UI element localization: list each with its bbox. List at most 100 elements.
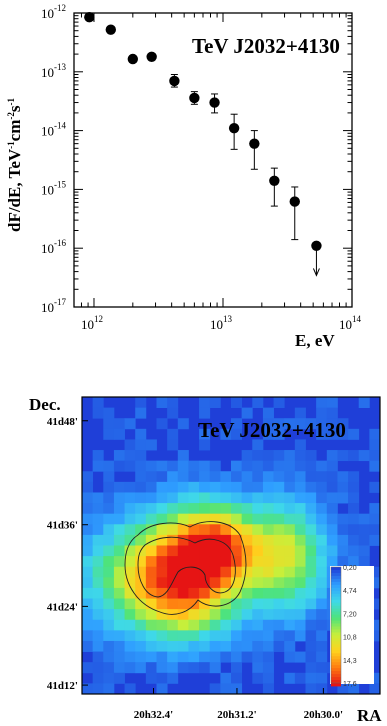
spectrum-point bbox=[127, 53, 139, 65]
skymap-cell bbox=[82, 566, 94, 578]
skymap-cell bbox=[252, 460, 264, 472]
skymap-cell bbox=[145, 471, 157, 483]
colorbar-segment bbox=[331, 614, 341, 618]
skymap-ylabel: Dec. bbox=[29, 395, 61, 414]
skymap-cell bbox=[305, 619, 317, 631]
skymap-cell bbox=[177, 651, 189, 663]
skymap-cell bbox=[124, 630, 136, 642]
skymap-cell bbox=[209, 460, 221, 472]
skymap-cell bbox=[294, 534, 306, 546]
skymap-cell bbox=[199, 503, 211, 515]
skymap-cell bbox=[316, 598, 328, 610]
colorbar-segment bbox=[331, 683, 341, 687]
skymap-cell bbox=[273, 587, 285, 599]
spectrum-point bbox=[311, 240, 322, 251]
skymap-cell bbox=[199, 492, 211, 504]
skymap-cell bbox=[284, 534, 296, 546]
skymap-cell bbox=[231, 460, 243, 472]
skymap-cell bbox=[167, 524, 179, 536]
skymap-cell bbox=[273, 556, 285, 568]
skymap-cell bbox=[294, 619, 306, 631]
skymap-cell bbox=[82, 587, 94, 599]
skymap-cell bbox=[156, 534, 168, 546]
skymap-cell bbox=[199, 640, 211, 652]
skymap-cell bbox=[167, 460, 179, 472]
skymap-cell bbox=[369, 439, 381, 451]
skymap-cell bbox=[82, 640, 94, 652]
skymap-cell bbox=[284, 587, 296, 599]
skymap-cell bbox=[82, 503, 94, 515]
skymap-cell bbox=[167, 640, 179, 652]
skymap-cell bbox=[188, 619, 200, 631]
skymap-cell bbox=[156, 492, 168, 504]
spectrum-point bbox=[228, 122, 240, 134]
skymap-cell bbox=[82, 545, 94, 557]
skymap-cell bbox=[284, 513, 296, 525]
skymap-cell bbox=[220, 428, 232, 440]
skymap-cell bbox=[92, 619, 104, 631]
skymap-cell bbox=[252, 630, 264, 642]
skymap-xlabel: RA bbox=[357, 706, 382, 725]
skymap-cell bbox=[199, 556, 211, 568]
skymap-cell bbox=[305, 662, 317, 674]
skymap-cell bbox=[124, 683, 136, 695]
skymap-cell bbox=[156, 503, 168, 515]
skymap-cell bbox=[369, 619, 381, 631]
skymap-cell bbox=[316, 619, 328, 631]
skymap-cell bbox=[156, 630, 168, 642]
skymap-cell bbox=[113, 450, 125, 462]
skymap-cell bbox=[273, 524, 285, 536]
skymap-cell bbox=[167, 481, 179, 493]
skymap-cell bbox=[103, 503, 115, 515]
skymap-cell bbox=[167, 630, 179, 642]
spectrum-point bbox=[105, 24, 116, 35]
skymap-cell bbox=[284, 524, 296, 536]
skymap-cell bbox=[199, 534, 211, 546]
colorbar-segment bbox=[331, 635, 341, 639]
colorbar-segment bbox=[331, 572, 341, 577]
skymap-cell bbox=[188, 556, 200, 568]
skymap-cell bbox=[294, 471, 306, 483]
skymap-cell bbox=[188, 566, 200, 578]
skymap-cell bbox=[103, 492, 115, 504]
skymap-cell bbox=[231, 524, 243, 536]
skymap-cell bbox=[167, 545, 179, 557]
skymap-cell bbox=[305, 524, 317, 536]
skymap-cell bbox=[124, 503, 136, 515]
skymap-cell bbox=[124, 598, 136, 610]
spectrum-ylabel-group: dF/dE, TeV-1cm-2s-1 bbox=[5, 98, 24, 232]
skymap-cell bbox=[92, 460, 104, 472]
skymap-cell bbox=[113, 619, 125, 631]
skymap-cell bbox=[199, 428, 211, 440]
skymap-cell bbox=[273, 619, 285, 631]
skymap-cell bbox=[294, 513, 306, 525]
skymap-cell bbox=[103, 609, 115, 621]
skymap-cell bbox=[262, 640, 274, 652]
skymap-cell bbox=[316, 503, 328, 515]
skymap-cell bbox=[177, 534, 189, 546]
skymap-cell bbox=[188, 492, 200, 504]
skymap-cell bbox=[231, 503, 243, 515]
skymap-cell bbox=[348, 481, 360, 493]
skymap-cell bbox=[199, 651, 211, 663]
skymap-cell bbox=[124, 566, 136, 578]
skymap-cell bbox=[337, 556, 349, 568]
skymap-cell bbox=[369, 566, 381, 578]
skymap-cell bbox=[124, 662, 136, 674]
skymap-cell bbox=[188, 662, 200, 674]
skymap-cell bbox=[124, 640, 136, 652]
skymap-cell bbox=[113, 460, 125, 472]
skymap-cell bbox=[113, 524, 125, 536]
skymap-cell bbox=[209, 598, 221, 610]
skymap-cell bbox=[135, 481, 147, 493]
skymap-cell bbox=[316, 513, 328, 525]
colorbar-segment bbox=[331, 629, 341, 633]
skymap-cell bbox=[167, 428, 179, 440]
skymap-cell bbox=[262, 609, 274, 621]
skymap-cell bbox=[252, 503, 264, 515]
skymap-cell bbox=[113, 598, 125, 610]
skymap-cell bbox=[316, 471, 328, 483]
skymap-cell bbox=[199, 566, 211, 578]
skymap-cell bbox=[369, 481, 381, 493]
skymap-cell bbox=[262, 524, 274, 536]
